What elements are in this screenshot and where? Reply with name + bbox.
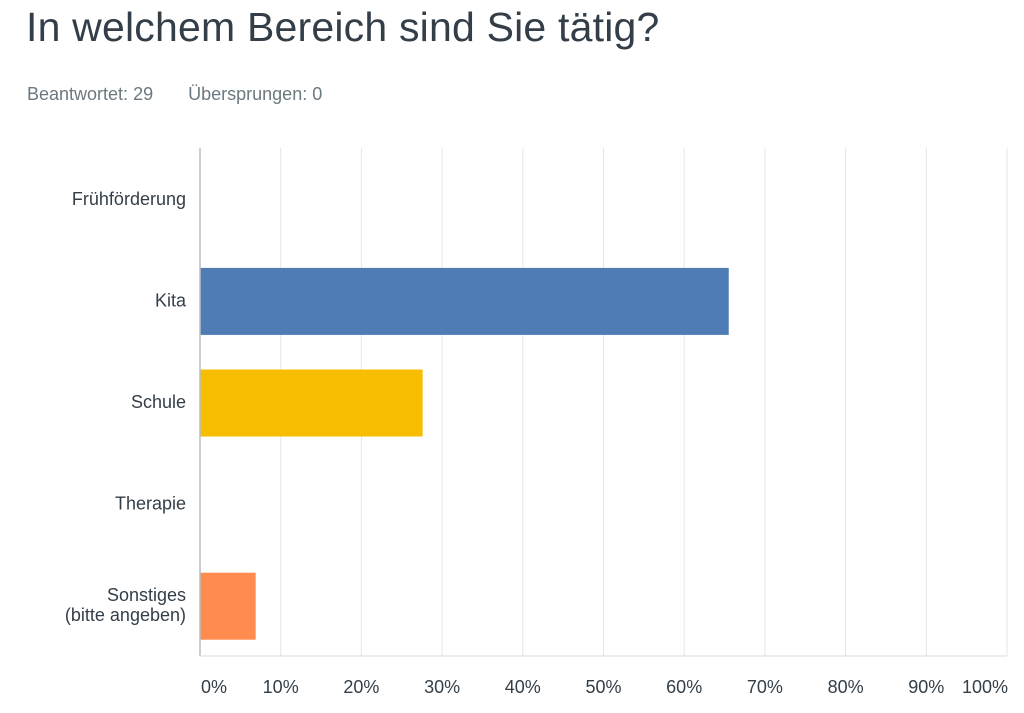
- x-tick-label: 30%: [424, 677, 460, 697]
- x-tick-label: 60%: [666, 677, 702, 697]
- question-title: In welchem Bereich sind Sie tätig?: [26, 4, 660, 50]
- x-tick-label: 0%: [201, 677, 227, 697]
- skipped-stat: Übersprungen: 0: [188, 84, 322, 104]
- category-label: Kita: [155, 290, 187, 310]
- category-label: Frühförderung: [72, 189, 186, 209]
- x-tick-label: 20%: [343, 677, 379, 697]
- skipped-count: 0: [312, 84, 323, 104]
- bar: [200, 267, 729, 335]
- response-stats: Beantwortet: 29 Übersprungen: 0: [27, 84, 352, 105]
- category-label: Sonstiges (bitte angeben): [65, 585, 186, 625]
- bar: [200, 369, 423, 437]
- answered-stat: Beantwortet: 29: [27, 84, 153, 104]
- x-tick-label: 10%: [263, 677, 299, 697]
- x-tick-label: 90%: [908, 677, 944, 697]
- category-label: Therapie: [115, 494, 186, 514]
- answered-label: Beantwortet:: [27, 84, 129, 104]
- x-tick-label: 100%: [962, 677, 1008, 697]
- bar: [200, 572, 256, 640]
- x-tick-label: 40%: [505, 677, 541, 697]
- x-tick-label: 50%: [585, 677, 621, 697]
- skipped-label: Übersprungen:: [188, 84, 308, 104]
- answered-count: 29: [133, 84, 154, 104]
- x-tick-label: 70%: [747, 677, 783, 697]
- category-label: Schule: [131, 392, 186, 412]
- x-tick-label: 80%: [828, 677, 864, 697]
